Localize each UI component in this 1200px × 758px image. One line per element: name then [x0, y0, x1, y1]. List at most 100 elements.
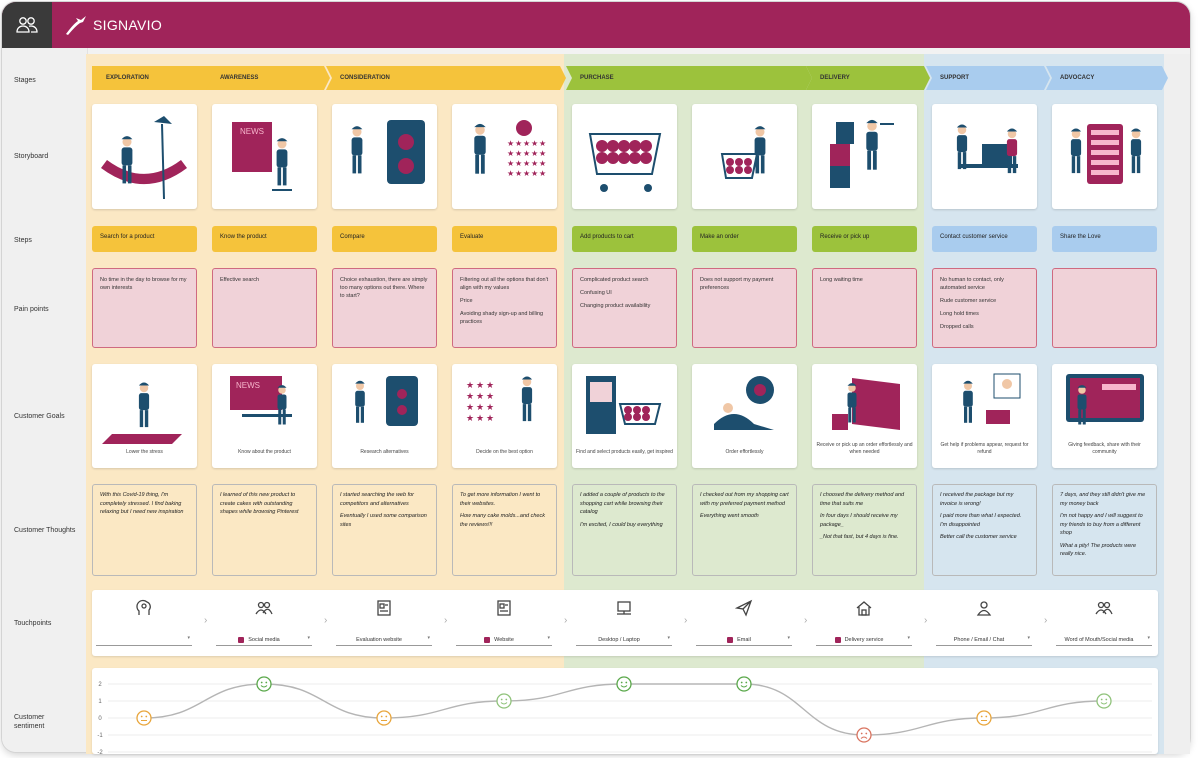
touchpoint-select[interactable]: Delivery service ▾	[816, 634, 912, 646]
customer-thoughts-card[interactable]: I received the package but my invoice is…	[932, 484, 1037, 576]
pain-points-card[interactable]	[1052, 268, 1157, 348]
pain-points-card[interactable]: Complicated product search Confusing UI Ch…	[572, 268, 677, 348]
customer-thought-text: What a pity! The products were really ni…	[1060, 542, 1137, 558]
svg-text:★: ★	[531, 169, 538, 178]
pain-points-card[interactable]: No human to contact, only automated serv…	[932, 268, 1037, 348]
storyboard-card[interactable]	[692, 104, 797, 209]
customer-goal-card[interactable]: ★ ★ ★ ★ ★ ★ ★ ★ ★ ★ ★ ★ Decide on the best option	[452, 364, 557, 468]
touchpoint-select[interactable]: Evaluation website ▾	[336, 634, 432, 646]
storyboard-card[interactable]	[1052, 104, 1157, 209]
customer-thoughts-card[interactable]: I added a couple of products to the shop…	[572, 484, 677, 576]
storyboard-card[interactable]	[812, 104, 917, 209]
touchpoint-select[interactable]: Word of Mouth/Social media ▾	[1056, 634, 1152, 646]
touchpoint-label: Website	[494, 636, 514, 643]
pain-points-card[interactable]: Effective search	[212, 268, 317, 348]
touchpoint-item[interactable]: Social media ▾	[216, 596, 312, 652]
stage-support[interactable]: SUPPORT	[926, 66, 1050, 90]
storyboard-card[interactable]	[572, 104, 677, 209]
row-label-steps: Steps	[14, 237, 32, 244]
customer-thoughts-card[interactable]: 7 days, and they still didn't give me my…	[1052, 484, 1157, 576]
sentiment-point[interactable]	[976, 710, 992, 726]
customer-thought-text: I started searching the web for competit…	[340, 492, 414, 507]
brand-logo[interactable]: SIGNAVIO	[64, 10, 162, 40]
step-card[interactable]: Receive or pick up	[812, 226, 917, 252]
stage-purchase[interactable]: PURCHASE	[566, 66, 812, 90]
pain-points-card[interactable]: Filtering out all the options that don't…	[452, 268, 557, 348]
sentiment-point[interactable]	[256, 676, 272, 692]
customer-thoughts-card[interactable]: I checked out from my shopping cart with…	[692, 484, 797, 576]
touchpoint-item[interactable]: Email ▾	[696, 596, 792, 652]
customer-goal-card[interactable]: Research alternatives	[332, 364, 437, 468]
customer-thought-text: I learned of this new product to create …	[220, 492, 299, 515]
customer-thoughts-card[interactable]: I started searching the web for competit…	[332, 484, 437, 576]
storyboard-card[interactable]: NEWS	[212, 104, 317, 209]
svg-text:★: ★	[476, 380, 484, 390]
customer-goal-card[interactable]: Giving feedback, share with their commun…	[1052, 364, 1157, 468]
step-card[interactable]: Know the product	[212, 226, 317, 252]
customer-thoughts-card[interactable]: I learned of this new product to create …	[212, 484, 317, 576]
touchpoint-item[interactable]: Word of Mouth/Social media ▾	[1056, 596, 1152, 652]
touchpoint-select[interactable]: Website ▾	[456, 634, 552, 646]
touchpoint-label: Social media	[248, 636, 280, 643]
sentiment-point[interactable]	[376, 710, 392, 726]
users-button[interactable]	[2, 2, 52, 48]
sentiment-point[interactable]	[736, 676, 752, 692]
storyboard-card[interactable]: ★ ★ ★ ★ ★ ★ ★ ★ ★ ★ ★ ★ ★ ★ ★ ★ ★ ★ ★ ★	[452, 104, 557, 209]
touchpoint-select[interactable]: Phone / Email / Chat ▾	[936, 634, 1032, 646]
customer-thoughts-card[interactable]: With this Covid-19 thing, I'm completely…	[92, 484, 197, 576]
customer-thoughts-card[interactable]: I choosed the delivery method and time t…	[812, 484, 917, 576]
sentiment-point[interactable]	[616, 676, 632, 692]
customer-goal-card[interactable]: NEWS Know about the product	[212, 364, 317, 468]
step-card[interactable]: Evaluate	[452, 226, 557, 252]
stage-awareness[interactable]: AWARENESS	[206, 66, 330, 90]
row-label-touchpoints: Touchpoints	[14, 620, 52, 627]
touchpoint-item[interactable]: Delivery service ▾	[816, 596, 912, 652]
storyboard-card[interactable]	[932, 104, 1037, 209]
pain-points-card[interactable]: No time in the day to browse for my own …	[92, 268, 197, 348]
step-card[interactable]: Add products to cart	[572, 226, 677, 252]
customer-goal-card[interactable]: Lower the stress	[92, 364, 197, 468]
stage-advocacy[interactable]: ADVOCACY	[1046, 66, 1168, 90]
step-card[interactable]: Share the Love	[1052, 226, 1157, 252]
pain-point-text: Long waiting time	[820, 277, 863, 283]
stage-consideration[interactable]: CONSIDERATION	[326, 66, 566, 90]
step-card[interactable]: Make an order	[692, 226, 797, 252]
stage-delivery[interactable]: DELIVERY	[806, 66, 930, 90]
touchpoint-item[interactable]: Desktop / Laptop ▾	[576, 596, 672, 652]
sentiment-point[interactable]	[136, 710, 152, 726]
sentiment-point[interactable]	[496, 693, 512, 709]
sentiment-tick-label: -2	[97, 750, 103, 754]
pain-points-card[interactable]: Choice exhaustion, there are simply too …	[332, 268, 437, 348]
customer-goal-card[interactable]: Get help if problems appear, request for…	[932, 364, 1037, 468]
touchpoint-select[interactable]: ▾	[96, 634, 192, 646]
sentiment-line	[143, 683, 1105, 736]
customer-goal-card[interactable]: Find and select products easily, get ins…	[572, 364, 677, 468]
sentiment-point[interactable]	[856, 727, 872, 743]
sentiment-point[interactable]	[1096, 693, 1112, 709]
pain-points-card[interactable]: Long waiting time	[812, 268, 917, 348]
storyboard-illustration-icon	[351, 120, 425, 184]
touchpoint-select[interactable]: Email ▾	[696, 634, 792, 646]
step-card[interactable]: Compare	[332, 226, 437, 252]
customer-thoughts-card[interactable]: To get more information I went to their …	[452, 484, 557, 576]
row-label-customer-sentiment: Customer sentiment	[14, 714, 45, 730]
storyboard-card[interactable]	[332, 104, 437, 209]
touchpoint-select[interactable]: Desktop / Laptop ▾	[576, 634, 672, 646]
paper-plane-icon	[735, 599, 753, 617]
touchpoint-item[interactable]: ▾	[96, 596, 192, 652]
pain-point-text: Choice exhaustion, there are simply too …	[340, 277, 428, 299]
step-card[interactable]: Contact customer service	[932, 226, 1037, 252]
stage-exploration[interactable]: EXPLORATION	[92, 66, 216, 90]
customer-goal-card[interactable]: Order effortlessly	[692, 364, 797, 468]
touchpoint-item[interactable]: Evaluation website ▾	[336, 596, 432, 652]
step-card[interactable]: Search for a product	[92, 226, 197, 252]
customer-thought-text: I paid more than what I expected. I'm di…	[940, 513, 1022, 528]
touchpoint-item[interactable]: Phone / Email / Chat ▾	[936, 596, 1032, 652]
pain-points-card[interactable]: Does not support my payment preferences	[692, 268, 797, 348]
touchpoint-icon-wrap	[614, 598, 634, 618]
storyboard-card[interactable]	[92, 104, 197, 209]
chevron-down-icon: ▾	[1147, 635, 1150, 641]
touchpoint-item[interactable]: Website ▾	[456, 596, 552, 652]
touchpoint-select[interactable]: Social media ▾	[216, 634, 312, 646]
customer-goal-card[interactable]: Receive or pick up an order effortlessly…	[812, 364, 917, 468]
